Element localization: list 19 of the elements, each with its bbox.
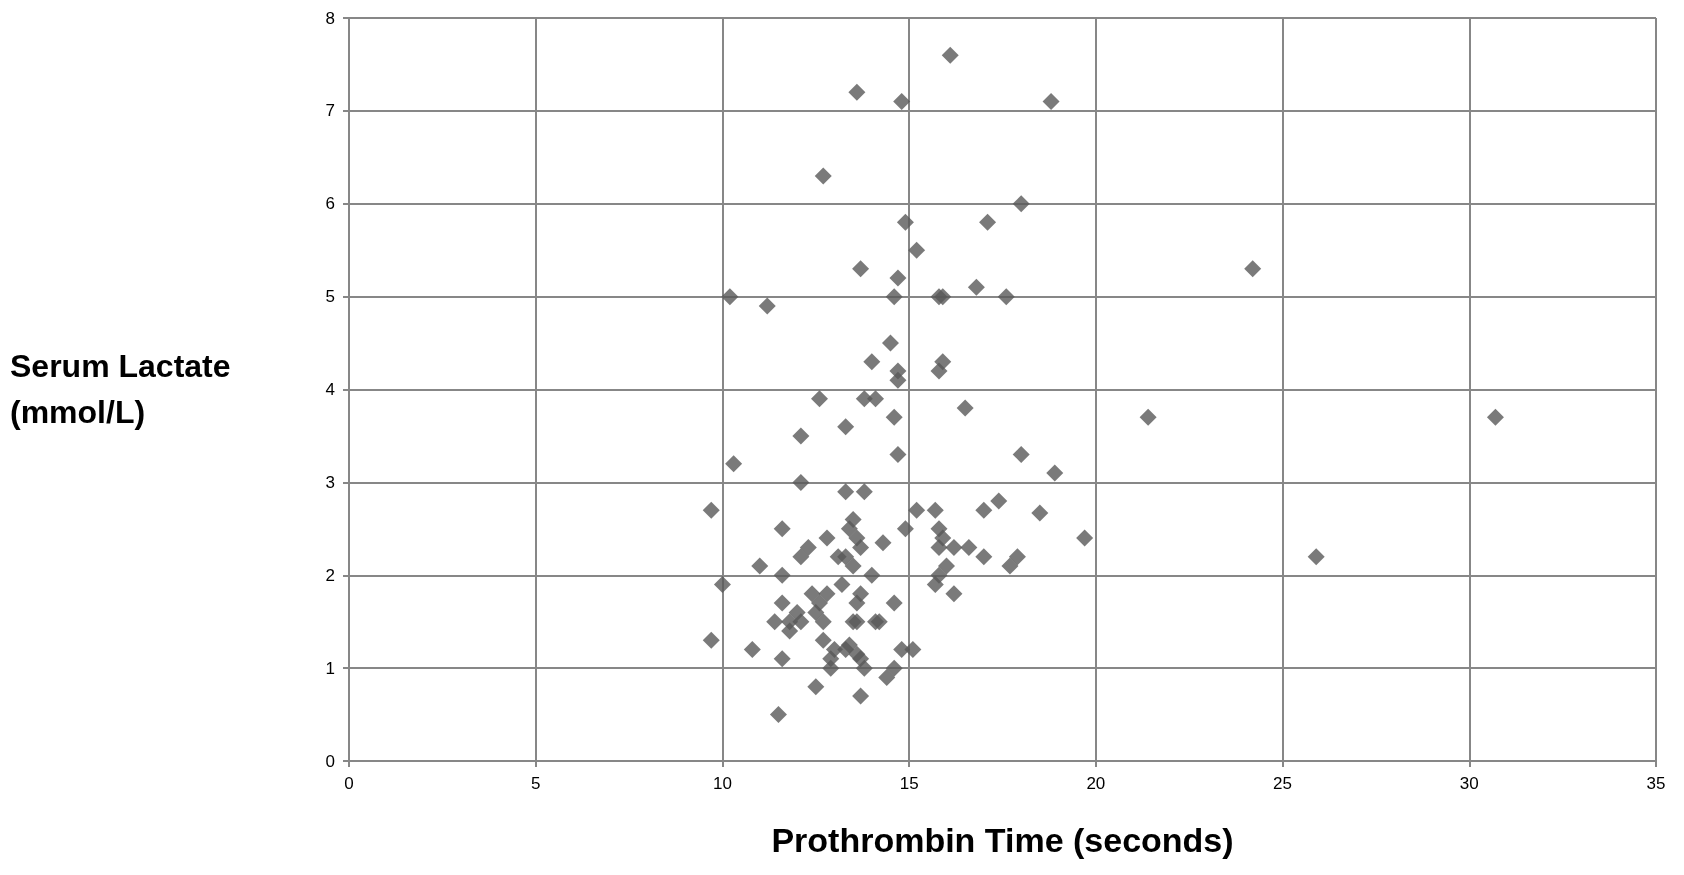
y-tick-label: 6 <box>325 194 335 214</box>
y-tick-label: 8 <box>325 8 335 28</box>
x-tick-label: 10 <box>712 774 732 793</box>
y-tick-label: 2 <box>325 565 335 585</box>
x-axis-title: Prothrombin Time (seconds) <box>771 821 1234 859</box>
y-tick-label: 0 <box>325 751 335 771</box>
x-tick-label: 5 <box>530 774 541 793</box>
x-tick-label: 20 <box>1086 774 1106 793</box>
y-tick-label: 7 <box>325 101 335 121</box>
y-tick-label: 3 <box>325 472 335 492</box>
x-tick-label: 25 <box>1273 774 1293 793</box>
y-axis-title: Serum Lactate (mmol/L) <box>10 348 240 430</box>
y-tick-label: 4 <box>325 380 335 399</box>
x-tick-label: 0 <box>344 774 354 793</box>
x-tick-label: 35 <box>1646 774 1666 793</box>
y-tick-label: 5 <box>325 287 335 307</box>
x-tick-label: 15 <box>899 774 919 793</box>
y-tick-label: 1 <box>325 658 335 678</box>
x-tick-label: 30 <box>1459 774 1479 793</box>
